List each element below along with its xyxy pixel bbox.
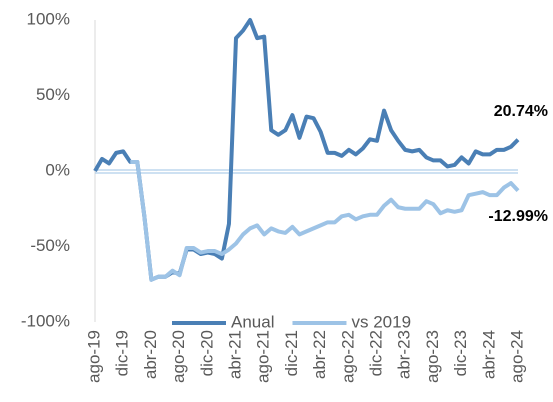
x-tick-label: abr-21 (225, 330, 244, 379)
x-tick-label: ago-19 (84, 330, 103, 383)
x-tick-label: dic-22 (366, 330, 385, 376)
data-label: 20.74% (494, 103, 548, 120)
y-tick-label: 100% (27, 9, 70, 28)
legend-label: vs 2019 (351, 312, 411, 331)
series-line (93, 18, 520, 282)
y-tick-label: 50% (36, 85, 70, 104)
legend-label: Anual (231, 312, 274, 331)
x-tick-label: dic-23 (451, 330, 470, 376)
data-label: -12.99% (488, 208, 548, 225)
y-tick-label: -50% (30, 236, 70, 255)
x-tick-label: ago-22 (338, 330, 357, 383)
x-tick-label: dic-19 (113, 330, 132, 376)
x-tick-label: ago-24 (507, 330, 526, 383)
y-tick-label: -100% (21, 311, 70, 330)
x-tick-label: ago-20 (169, 330, 188, 383)
x-tick-label: abr-22 (310, 330, 329, 379)
y-tick-label: 0% (45, 160, 70, 179)
series-line (130, 159, 520, 282)
x-tick-label: ago-23 (423, 330, 442, 383)
x-tick-label: dic-20 (197, 330, 216, 376)
x-tick-label: abr-24 (479, 330, 498, 379)
x-tick-label: dic-21 (282, 330, 301, 376)
x-tick-label: abr-23 (395, 330, 414, 379)
x-tick-label: abr-20 (141, 330, 160, 379)
x-tick-label: ago-21 (254, 330, 273, 383)
